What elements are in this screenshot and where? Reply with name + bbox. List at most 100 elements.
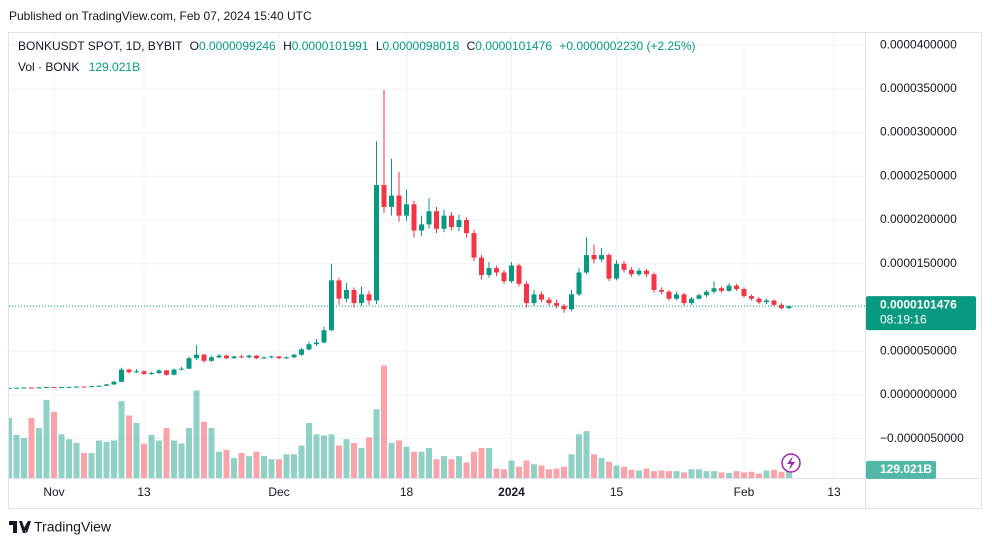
candle-body [449,215,454,228]
alert-icon[interactable] [781,453,801,473]
change: +0.0000002230 (+2.25%) [559,39,695,53]
candle-body [134,371,139,373]
volume-bar [343,439,350,478]
low: 0.0000098018 [383,39,460,53]
candle-body [254,355,259,359]
candle-body [494,268,499,273]
volume-bar [411,451,417,478]
candle-body [561,305,567,310]
y-tick-label: 0.0000350000 [880,81,957,95]
brand: TradingView [34,519,112,535]
volume-pane [9,365,792,478]
x-tick-label: 13 [137,485,151,499]
candle-body [719,288,724,291]
volume-bar [171,440,177,478]
x-tick-label: 18 [400,485,414,499]
last-price-label: 0.0000101476 [880,297,957,311]
volume-bar [786,469,792,478]
candle-body [591,255,597,260]
volume-legend: Vol · BONK 129.021B [18,60,140,74]
volume-label: 129.021B [880,462,932,476]
volume-bar [553,468,560,478]
volume-bar [696,469,702,478]
volume-bar [238,453,245,478]
volume-bar [771,469,777,478]
volume-bar [148,434,155,478]
volume-bar [388,443,395,478]
legend-line: BONKUSDT SPOT, 1D, BYBIT O0.0000099246 H… [18,39,696,53]
volume-bar [246,456,252,478]
candle-body [29,387,34,389]
candle-body [314,342,319,345]
logo[interactable]: TradingView [9,519,112,535]
candle-body [786,306,792,309]
volume-bar [598,458,605,478]
x-tick-label: 2024 [498,485,525,499]
candle-body [299,349,304,355]
volume-bar [381,365,387,478]
volume-bar [366,437,372,478]
volume-bar [268,459,275,478]
candle-body [261,357,267,359]
volume-bar [741,472,747,478]
candle-body [156,370,162,374]
key: H [283,39,292,53]
volume-bar [726,473,732,478]
candle-body [351,289,357,304]
volume-bar [516,466,522,478]
candle-body [681,294,687,304]
candle-body [231,356,237,359]
published-note: Published on TradingView.com, Feb 07, 20… [9,9,312,23]
y-tick-label: 0.0000200000 [880,212,957,226]
candle-body [359,294,364,304]
volume-bar [478,448,485,478]
candle-body [546,299,552,304]
volume-bar [201,421,207,478]
y-tick-label: 0.0000150000 [880,256,957,270]
volume-bar [223,449,230,478]
volume-value: 129.021B [89,60,140,74]
volume-label-box [866,460,936,479]
candle-body [644,270,649,275]
candle-body [471,233,477,258]
candle-body [659,289,664,292]
candle-body [576,272,582,295]
candle-body [704,291,709,296]
volume-bar [358,448,365,478]
candle-body [434,211,439,229]
volume-bar [336,445,342,478]
volume-bar [711,471,717,478]
y-tick-label: 0.0000400000 [880,37,957,51]
y-tick-label: −0.0000050000 [880,431,964,445]
volume-bar [576,434,582,478]
volume-bar [156,440,162,478]
candle-body [524,283,529,304]
candle-body [614,263,619,279]
volume-bar [463,462,470,478]
candle-body [21,387,27,389]
logo-mark [9,521,31,533]
x-tick-label: Feb [734,485,755,499]
volume-bar [681,472,687,478]
candle-body [344,289,349,299]
volume-bar [21,438,27,478]
volume-bar [456,456,462,478]
volume-bar [351,443,357,478]
candle-body [171,369,177,375]
candle-body [366,294,372,301]
volume-bar [486,448,492,478]
candle-body [126,369,132,373]
open: 0.0000099246 [199,39,276,53]
volume-bar [703,471,710,478]
high: 0.0000101991 [292,39,369,53]
candle-body [516,265,522,284]
candle-body [396,195,402,216]
volume-bar [298,445,305,478]
volume-bar [126,415,132,478]
candle-body [584,255,589,273]
volume-bar [208,428,215,478]
candle-body [119,369,124,382]
volume-bar [546,469,552,478]
volume-bar [141,443,147,478]
